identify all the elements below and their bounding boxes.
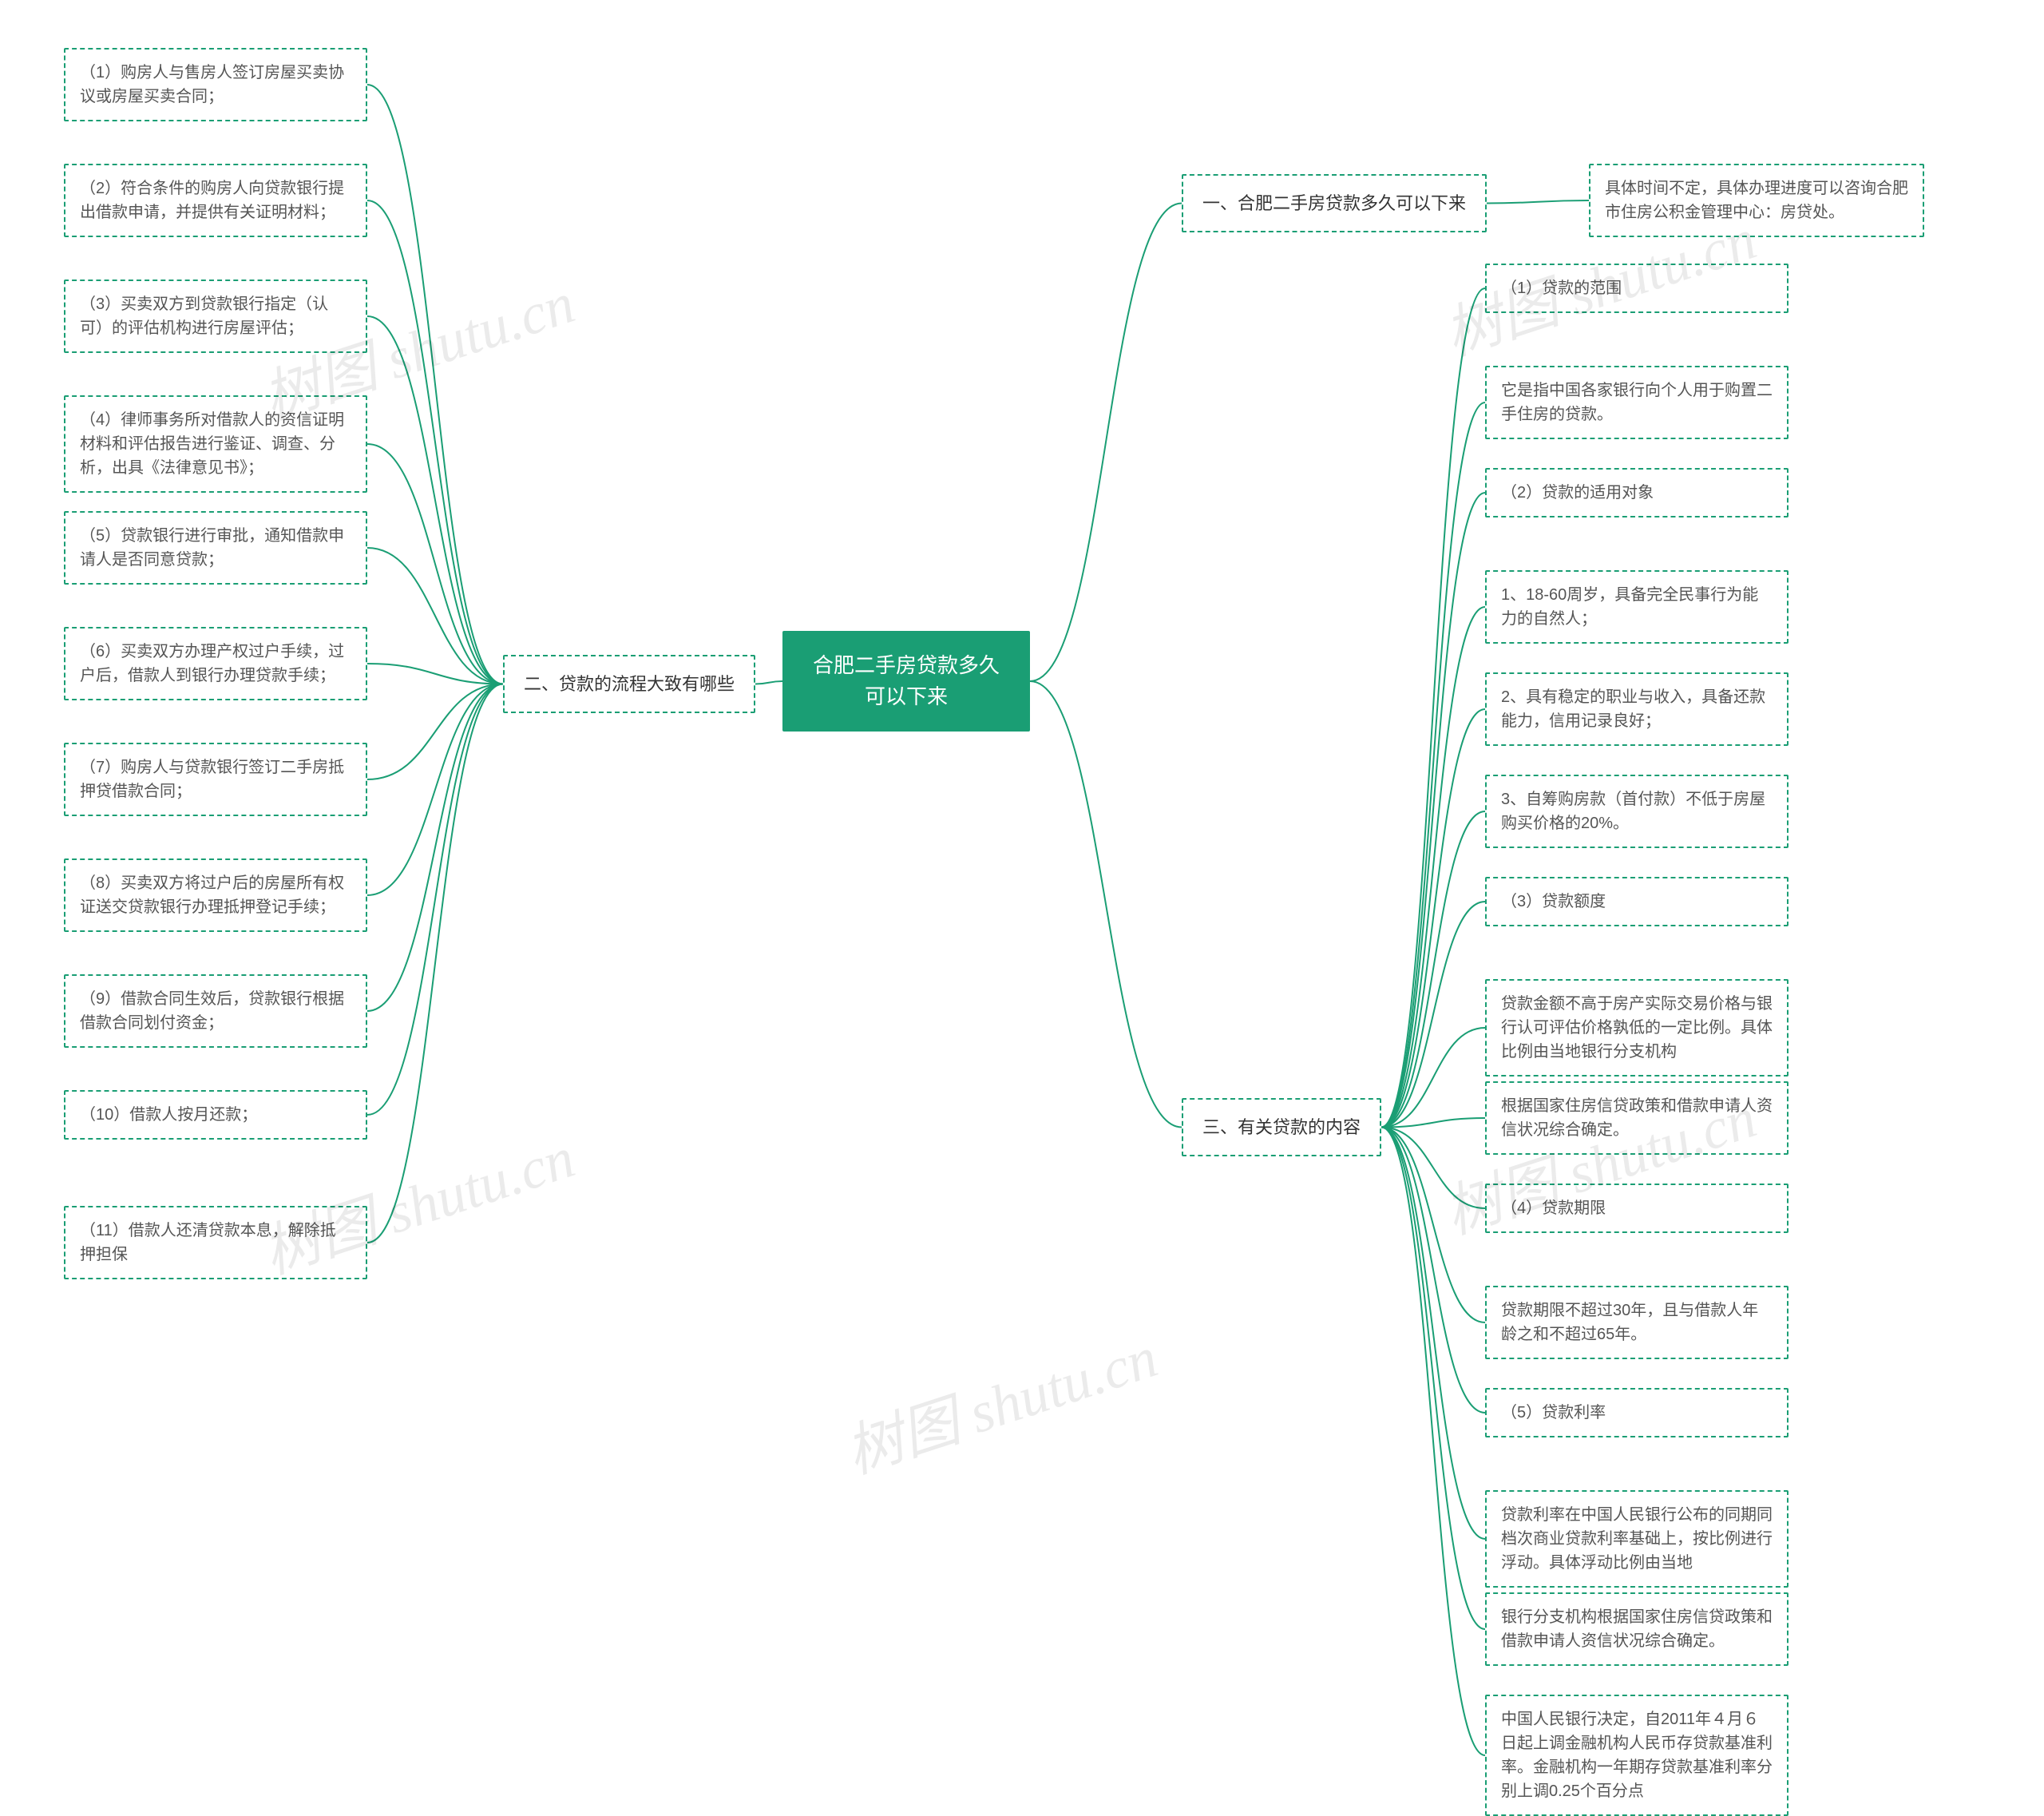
center-title: 合肥二手房贷款多久可以下来 (813, 653, 1000, 708)
branch-three-label: 三、有关贷款的内容 (1202, 1117, 1361, 1137)
branch-two-leaf-text: （7）购房人与贷款银行签订二手房抵押贷借款合同； (80, 759, 344, 800)
branch-three-leaf-text: 贷款期限不超过30年，且与借款人年龄之和不超过65年。 (1501, 1302, 1758, 1343)
branch-three-leaf: （1）贷款的范围 (1485, 264, 1788, 313)
branch-three-leaf-text: 贷款利率在中国人民银行公布的同期同档次商业贷款利率基础上，按比例进行浮动。具体浮… (1501, 1506, 1773, 1572)
branch-two-leaf: （4）律师事务所对借款人的资信证明材料和评估报告进行鉴证、调查、分析，出具《法律… (64, 395, 367, 493)
branch-three-leaf: 根据国家住房信贷政策和借款申请人资信状况综合确定。 (1485, 1081, 1788, 1155)
branch-one-leaf-text: 具体时间不定，具体办理进度可以咨询合肥市住房公积金管理中心：房贷处。 (1605, 180, 1908, 221)
branch-three-leaf: 贷款利率在中国人民银行公布的同期同档次商业贷款利率基础上，按比例进行浮动。具体浮… (1485, 1490, 1788, 1588)
branch-three-leaf-text: 2、具有稳定的职业与收入，具备还款能力，信用记录良好； (1501, 688, 1765, 730)
branch-two-leaf: （11）借款人还清贷款本息，解除抵押担保 (64, 1206, 367, 1279)
branch-three-leaf: 它是指中国各家银行向个人用于购置二手住房的贷款。 (1485, 366, 1788, 439)
branch-two-leaf: （9）借款合同生效后，贷款银行根据借款合同划付资金； (64, 974, 367, 1048)
branch-two-leaf-text: （4）律师事务所对借款人的资信证明材料和评估报告进行鉴证、调查、分析，出具《法律… (80, 411, 344, 477)
branch-two-leaf: （5）贷款银行进行审批，通知借款申请人是否同意贷款； (64, 511, 367, 585)
branch-two-label: 二、贷款的流程大致有哪些 (524, 674, 735, 694)
branch-two-leaf: （1）购房人与售房人签订房屋买卖协议或房屋买卖合同； (64, 48, 367, 121)
branch-two-leaf-text: （5）贷款银行进行审批，通知借款申请人是否同意贷款； (80, 527, 344, 569)
branch-one-label: 一、合肥二手房贷款多久可以下来 (1202, 193, 1466, 213)
branch-two-leaf-text: （3）买卖双方到贷款银行指定（认可）的评估机构进行房屋评估； (80, 295, 328, 337)
branch-two-leaf-text: （8）买卖双方将过户后的房屋所有权证送交贷款银行办理抵押登记手续； (80, 874, 344, 916)
branch-three-leaf-text: （5）贷款利率 (1501, 1404, 1606, 1421)
branch-three-leaf: 中国人民银行决定，自2011年４月６日起上调金融机构人民币存贷款基准利率。金融机… (1485, 1695, 1788, 1816)
branch-three: 三、有关贷款的内容 (1182, 1098, 1381, 1156)
branch-three-leaf-text: （2）贷款的适用对象 (1501, 484, 1654, 502)
branch-two-leaf-text: （11）借款人还清贷款本息，解除抵押担保 (80, 1222, 336, 1263)
branch-three-leaf-text: 它是指中国各家银行向个人用于购置二手住房的贷款。 (1501, 382, 1773, 423)
branch-three-leaf: （5）贷款利率 (1485, 1388, 1788, 1437)
branch-two-leaf: （6）买卖双方办理产权过户手续，过户后，借款人到银行办理贷款手续； (64, 627, 367, 700)
branch-three-leaf-text: （3）贷款额度 (1501, 893, 1606, 910)
branch-one: 一、合肥二手房贷款多久可以下来 (1182, 174, 1487, 232)
branch-two-leaf-text: （6）买卖双方办理产权过户手续，过户后，借款人到银行办理贷款手续； (80, 643, 344, 684)
branch-two: 二、贷款的流程大致有哪些 (503, 655, 755, 713)
branch-two-leaf: （10）借款人按月还款； (64, 1090, 367, 1140)
branch-three-leaf: （4）贷款期限 (1485, 1184, 1788, 1233)
branch-three-leaf-text: 1、18-60周岁，具备完全民事行为能力的自然人； (1501, 586, 1758, 628)
branch-three-leaf: 2、具有稳定的职业与收入，具备还款能力，信用记录良好； (1485, 672, 1788, 746)
branch-three-leaf-text: 中国人民银行决定，自2011年４月６日起上调金融机构人民币存贷款基准利率。金融机… (1501, 1711, 1773, 1800)
branch-two-leaf-text: （1）购房人与售房人签订房屋买卖协议或房屋买卖合同； (80, 64, 344, 105)
branch-three-leaf-text: 银行分支机构根据国家住房信贷政策和借款申请人资信状况综合确定。 (1501, 1608, 1773, 1650)
branch-two-leaf: （3）买卖双方到贷款银行指定（认可）的评估机构进行房屋评估； (64, 280, 367, 353)
branch-two-leaf: （2）符合条件的购房人向贷款银行提出借款申请，并提供有关证明材料； (64, 164, 367, 237)
branch-two-leaf: （8）买卖双方将过户后的房屋所有权证送交贷款银行办理抵押登记手续； (64, 858, 367, 932)
mindmap-canvas: 合肥二手房贷款多久可以下来 一、合肥二手房贷款多久可以下来 具体时间不定，具体办… (0, 0, 2044, 1782)
branch-three-leaf: 贷款期限不超过30年，且与借款人年龄之和不超过65年。 (1485, 1286, 1788, 1359)
branch-three-leaf: 3、自筹购房款（首付款）不低于房屋购买价格的20%。 (1485, 775, 1788, 848)
branch-three-leaf-text: （1）贷款的范围 (1501, 280, 1622, 297)
branch-three-leaf-text: （4）贷款期限 (1501, 1199, 1606, 1217)
branch-two-leaf-text: （9）借款合同生效后，贷款银行根据借款合同划付资金； (80, 990, 344, 1032)
branch-three-leaf: （2）贷款的适用对象 (1485, 468, 1788, 517)
branch-three-leaf-text: 3、自筹购房款（首付款）不低于房屋购买价格的20%。 (1501, 791, 1765, 832)
watermark: 树图 shutu.cn (834, 1310, 1167, 1489)
branch-three-leaf: 银行分支机构根据国家住房信贷政策和借款申请人资信状况综合确定。 (1485, 1592, 1788, 1666)
branch-two-leaf-text: （10）借款人按月还款； (80, 1106, 257, 1124)
branch-three-leaf: （3）贷款额度 (1485, 877, 1788, 926)
center-node: 合肥二手房贷款多久可以下来 (782, 631, 1030, 732)
branch-three-leaf-text: 贷款金额不高于房产实际交易价格与银行认可评估价格孰低的一定比例。具体比例由当地银… (1501, 995, 1773, 1061)
branch-three-leaf: 1、18-60周岁，具备完全民事行为能力的自然人； (1485, 570, 1788, 644)
branch-three-leaf: 贷款金额不高于房产实际交易价格与银行认可评估价格孰低的一定比例。具体比例由当地银… (1485, 979, 1788, 1077)
branch-two-leaf: （7）购房人与贷款银行签订二手房抵押贷借款合同； (64, 743, 367, 816)
branch-three-leaf-text: 根据国家住房信贷政策和借款申请人资信状况综合确定。 (1501, 1097, 1773, 1139)
branch-one-leaf: 具体时间不定，具体办理进度可以咨询合肥市住房公积金管理中心：房贷处。 (1589, 164, 1924, 237)
branch-two-leaf-text: （2）符合条件的购房人向贷款银行提出借款申请，并提供有关证明材料； (80, 180, 344, 221)
